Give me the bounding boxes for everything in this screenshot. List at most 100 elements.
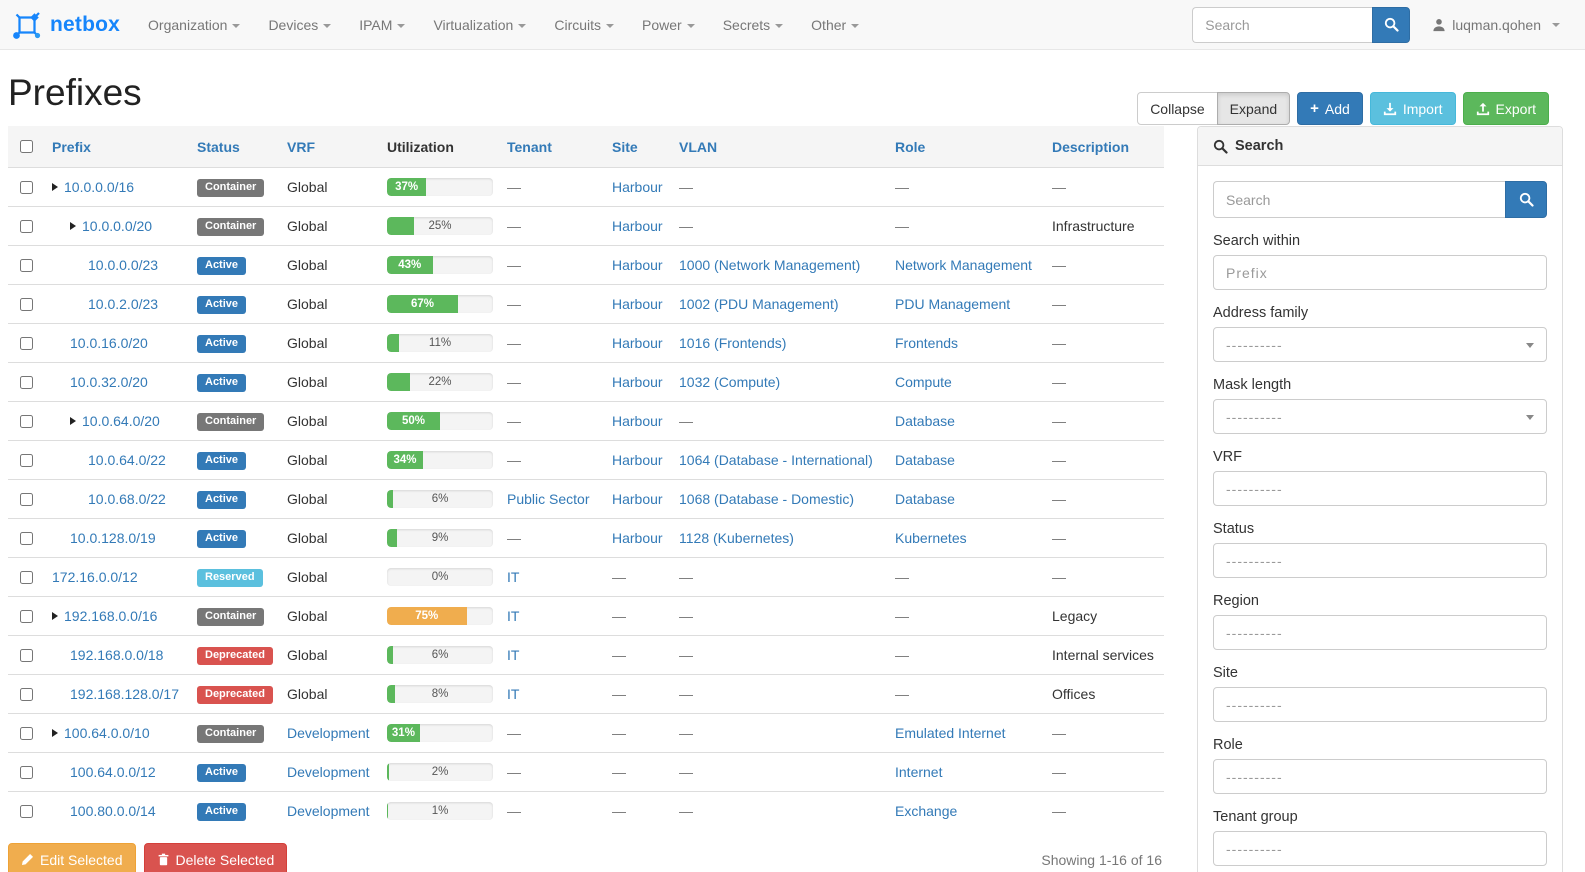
column-header-status[interactable]: Status (189, 126, 279, 168)
tenant-link[interactable]: IT (507, 608, 520, 624)
filter-select-address-family[interactable]: ---------- (1213, 327, 1547, 362)
prefix-link[interactable]: 100.64.0.0/10 (64, 725, 150, 741)
prefix-link[interactable]: 172.16.0.0/12 (52, 569, 138, 585)
tenant-link[interactable]: Public Sector (507, 491, 590, 507)
prefix-link[interactable]: 192.168.128.0/17 (70, 686, 179, 702)
role-link[interactable]: Emulated Internet (895, 725, 1006, 741)
site-link[interactable]: Harbour (612, 452, 663, 468)
filter-input-site[interactable] (1213, 687, 1547, 722)
filter-input-status[interactable] (1213, 543, 1547, 578)
nav-item-secrets[interactable]: Secrets (709, 0, 797, 50)
site-link[interactable]: Harbour (612, 530, 663, 546)
role-link[interactable]: Network Management (895, 257, 1032, 273)
expand-arrow-icon[interactable] (70, 222, 76, 230)
edit-selected-button[interactable]: Edit Selected (8, 843, 136, 872)
import-button[interactable]: Import (1369, 92, 1456, 125)
role-link[interactable]: Exchange (895, 803, 958, 819)
prefix-link[interactable]: 10.0.64.0/22 (88, 452, 166, 468)
prefix-link[interactable]: 10.0.0.0/23 (88, 257, 159, 273)
filter-input-region[interactable] (1213, 615, 1547, 650)
row-checkbox[interactable] (20, 765, 33, 779)
role-link[interactable]: Kubernetes (895, 530, 967, 546)
row-checkbox[interactable] (20, 726, 33, 740)
role-link[interactable]: Internet (895, 764, 943, 780)
select-all-checkbox[interactable] (20, 140, 33, 153)
site-link[interactable]: Harbour (612, 218, 663, 234)
vlan-link[interactable]: 1032 (Compute) (679, 374, 781, 390)
role-link[interactable]: Database (895, 452, 955, 468)
expand-button[interactable]: Expand (1216, 92, 1291, 125)
role-link[interactable]: PDU Management (895, 296, 1011, 312)
vrf-link[interactable]: Development (287, 725, 370, 741)
role-link[interactable]: Database (895, 413, 955, 429)
filter-select-mask-length[interactable]: ---------- (1213, 399, 1547, 434)
prefix-link[interactable]: 10.0.16.0/20 (70, 335, 148, 351)
filter-search-input[interactable] (1213, 181, 1505, 218)
tenant-link[interactable]: IT (507, 686, 520, 702)
tenant-link[interactable]: IT (507, 647, 520, 663)
vlan-link[interactable]: 1002 (PDU Management) (679, 296, 839, 312)
column-header-prefix[interactable]: Prefix (44, 126, 189, 168)
row-checkbox[interactable] (20, 648, 33, 662)
row-checkbox[interactable] (20, 414, 33, 428)
filter-input-role[interactable] (1213, 759, 1547, 794)
row-checkbox[interactable] (20, 492, 33, 506)
tenant-link[interactable]: IT (507, 569, 520, 585)
vlan-link[interactable]: 1064 (Database - International) (679, 452, 873, 468)
row-checkbox[interactable] (20, 336, 33, 350)
netbox-brand[interactable]: netbox (12, 10, 134, 40)
row-checkbox[interactable] (20, 609, 33, 623)
expand-arrow-icon[interactable] (70, 417, 76, 425)
column-header-vrf[interactable]: VRF (279, 126, 379, 168)
column-header-site[interactable]: Site (604, 126, 671, 168)
site-link[interactable]: Harbour (612, 413, 663, 429)
prefix-link[interactable]: 10.0.2.0/23 (88, 296, 159, 312)
filter-input-vrf[interactable] (1213, 471, 1547, 506)
column-header-role[interactable]: Role (887, 126, 1044, 168)
user-menu[interactable]: luqman.qohen (1432, 17, 1560, 33)
add-button[interactable]: + Add (1297, 92, 1363, 125)
nav-item-circuits[interactable]: Circuits (540, 0, 628, 50)
row-checkbox[interactable] (20, 453, 33, 467)
row-checkbox[interactable] (20, 570, 33, 584)
row-checkbox[interactable] (20, 804, 33, 818)
prefix-link[interactable]: 100.80.0.0/14 (70, 803, 156, 819)
nav-item-other[interactable]: Other (797, 0, 873, 50)
row-checkbox[interactable] (20, 687, 33, 701)
filter-search-button[interactable] (1505, 181, 1547, 218)
nav-item-power[interactable]: Power (628, 0, 709, 50)
site-link[interactable]: Harbour (612, 491, 663, 507)
vlan-link[interactable]: 1016 (Frontends) (679, 335, 787, 351)
vrf-link[interactable]: Development (287, 764, 370, 780)
global-search-button[interactable] (1372, 6, 1411, 43)
prefix-link[interactable]: 10.0.0.0/20 (82, 218, 153, 234)
site-link[interactable]: Harbour (612, 296, 663, 312)
nav-item-ipam[interactable]: IPAM (345, 0, 419, 50)
prefix-link[interactable]: 10.0.128.0/19 (70, 530, 156, 546)
vlan-link[interactable]: 1000 (Network Management) (679, 257, 861, 273)
expand-arrow-icon[interactable] (52, 612, 58, 620)
role-link[interactable]: Database (895, 491, 955, 507)
global-search-input[interactable] (1192, 6, 1373, 43)
filter-input-tenant-group[interactable] (1213, 831, 1547, 866)
vlan-link[interactable]: 1128 (Kubernetes) (679, 530, 794, 546)
vlan-link[interactable]: 1068 (Database - Domestic) (679, 491, 855, 507)
row-checkbox[interactable] (20, 219, 33, 233)
row-checkbox[interactable] (20, 180, 33, 194)
row-checkbox[interactable] (20, 258, 33, 272)
collapse-button[interactable]: Collapse (1137, 92, 1218, 125)
expand-arrow-icon[interactable] (52, 183, 58, 191)
prefix-link[interactable]: 10.0.32.0/20 (70, 374, 148, 390)
column-header-description[interactable]: Description (1044, 126, 1164, 168)
nav-item-devices[interactable]: Devices (254, 0, 345, 50)
role-link[interactable]: Compute (895, 374, 952, 390)
vrf-link[interactable]: Development (287, 803, 370, 819)
prefix-link[interactable]: 100.64.0.0/12 (70, 764, 156, 780)
prefix-link[interactable]: 10.0.64.0/20 (82, 413, 160, 429)
filter-input-search-within[interactable] (1213, 255, 1547, 290)
nav-item-virtualization[interactable]: Virtualization (419, 0, 540, 50)
prefix-link[interactable]: 192.168.0.0/16 (64, 608, 158, 624)
nav-item-organization[interactable]: Organization (134, 0, 254, 50)
row-checkbox[interactable] (20, 375, 33, 389)
export-button[interactable]: Export (1462, 92, 1549, 125)
